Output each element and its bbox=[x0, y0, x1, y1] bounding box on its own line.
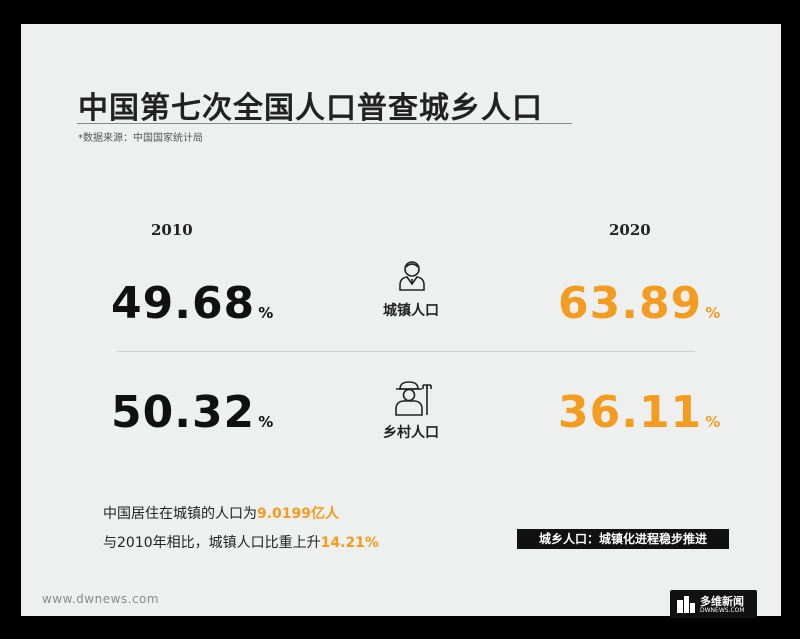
headline-tag: 城乡人口：城镇化进程稳步推进 bbox=[517, 529, 729, 549]
businessman-icon bbox=[399, 261, 425, 291]
summary-line2-value: 14.21% bbox=[320, 535, 379, 551]
summary-line-urban-increase: 与2010年相比，城镇人口比重上升14.21% bbox=[103, 532, 379, 552]
summary-line1-text: 中国居住在城镇的人口为 bbox=[103, 506, 257, 522]
urban-2020-number: 63.89 bbox=[558, 278, 703, 329]
logo-text-cn: 多维新闻 bbox=[700, 595, 744, 608]
rural-population-label: 乡村人口 bbox=[383, 425, 439, 441]
year-label-2020: 2020 bbox=[609, 221, 651, 239]
rural-2010-number: 50.32 bbox=[111, 387, 256, 438]
percent-sign: % bbox=[258, 413, 274, 431]
summary-line1-value: 9.0199亿人 bbox=[257, 506, 340, 522]
dwnews-logo: 多维新闻 DWNEWS.COM bbox=[670, 590, 757, 618]
percent-sign: % bbox=[258, 304, 274, 322]
rural-2010-value: 50.32% bbox=[111, 391, 273, 435]
urban-2010-value: 49.68% bbox=[111, 282, 273, 326]
rural-2020-value: 36.11% bbox=[558, 391, 720, 435]
title-divider bbox=[77, 123, 572, 124]
urban-population-label: 城镇人口 bbox=[383, 303, 439, 319]
summary-line2-text: 与2010年相比，城镇人口比重上升 bbox=[103, 535, 321, 551]
percent-sign: % bbox=[705, 413, 721, 431]
site-url: www.dwnews.com bbox=[42, 592, 160, 606]
percent-sign: % bbox=[705, 304, 721, 322]
summary-line-urban-population: 中国居住在城镇的人口为9.0199亿人 bbox=[103, 503, 339, 523]
row-divider bbox=[117, 351, 695, 352]
rural-2020-number: 36.11 bbox=[558, 387, 703, 438]
year-label-2010: 2010 bbox=[151, 221, 193, 239]
infographic-card: 中国第七次全国人口普查城乡人口 *数据来源：中国国家统计局 2010 2020 … bbox=[21, 24, 781, 618]
urban-2020-value: 63.89% bbox=[558, 282, 720, 326]
data-source: *数据来源：中国国家统计局 bbox=[78, 133, 203, 144]
urban-2010-number: 49.68 bbox=[111, 278, 256, 329]
logo-text-en: DWNEWS.COM bbox=[700, 607, 745, 614]
farmer-icon bbox=[395, 381, 432, 416]
page-title: 中国第七次全国人口普查城乡人口 bbox=[78, 91, 543, 126]
building-logo-icon bbox=[677, 596, 695, 613]
